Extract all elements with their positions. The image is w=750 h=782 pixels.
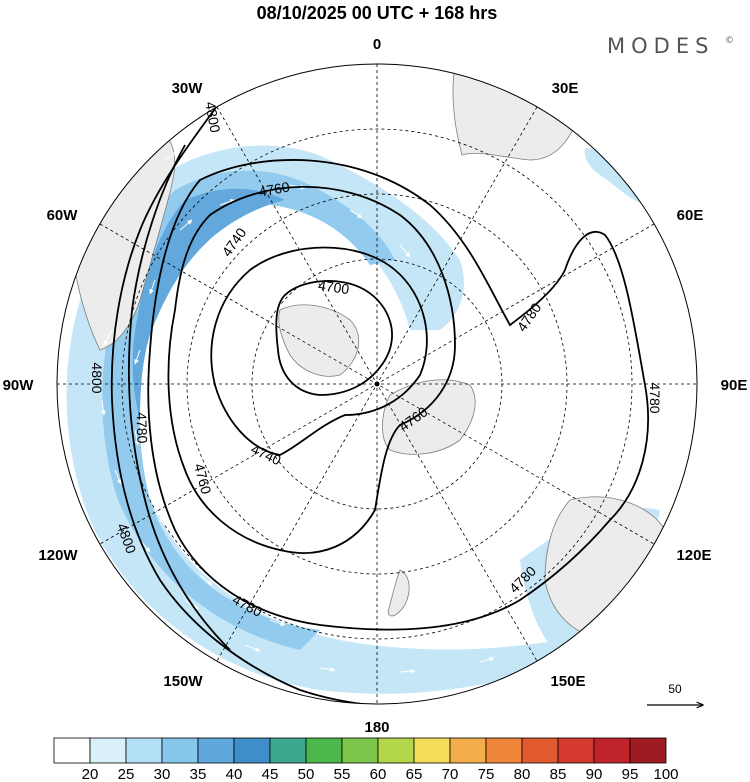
colorbar-tick-label: 50 bbox=[298, 766, 315, 782]
wind-vector bbox=[399, 244, 411, 258]
colorbar-tick-label: 45 bbox=[262, 766, 279, 782]
wind-vector bbox=[103, 329, 113, 346]
map-disk bbox=[57, 64, 697, 704]
colorbar-tick-label: 70 bbox=[442, 766, 459, 782]
wind-vector bbox=[134, 429, 140, 446]
lon-label-30w: 30W bbox=[172, 80, 204, 97]
wind-vector bbox=[349, 209, 363, 219]
colorbar-swatch bbox=[197, 737, 235, 764]
wind-vector bbox=[164, 151, 179, 161]
chart-title: 08/10/2025 00 UTC + 168 hrs bbox=[257, 3, 498, 23]
colorbar-tick-label: 20 bbox=[82, 766, 99, 782]
colorbar-tick-label: 100 bbox=[653, 766, 678, 782]
lon-label-150e: 150E bbox=[550, 673, 585, 690]
contour-label: 4800 bbox=[202, 100, 223, 134]
lon-label-60w: 60W bbox=[47, 207, 79, 224]
wind-vector bbox=[399, 668, 416, 674]
lon-label-90e: 90E bbox=[721, 377, 748, 394]
contour-label: 4760 bbox=[257, 178, 291, 199]
colorbar-tick-label: 65 bbox=[406, 766, 423, 782]
colorbar-swatch bbox=[629, 737, 667, 764]
colorbar-tick-label: 55 bbox=[334, 766, 351, 782]
colorbar-tick-label: 85 bbox=[550, 766, 567, 782]
land-east-antarctica bbox=[382, 379, 476, 455]
brand-logo: MODES bbox=[607, 34, 714, 58]
contour-label: 4780 bbox=[647, 382, 663, 413]
lon-label-150w: 150W bbox=[163, 673, 203, 690]
colorbar: 20 25 30 35 40 45 50 55 60 65 70 75 80 85 90 95 100 bbox=[53, 737, 679, 782]
contour-4800 bbox=[110, 94, 501, 704]
colorbar-tick-label: 80 bbox=[514, 766, 531, 782]
land-australia bbox=[544, 496, 666, 636]
contour-label: 4780 bbox=[133, 412, 150, 444]
colorbar-tick-label: 60 bbox=[370, 766, 387, 782]
lon-label-120e: 120E bbox=[676, 547, 711, 564]
contour-4700 bbox=[275, 280, 393, 396]
wind-vector bbox=[134, 349, 141, 365]
wind-vector bbox=[244, 644, 261, 652]
wind-vector bbox=[179, 219, 193, 231]
colorbar-swatch bbox=[89, 737, 127, 764]
longitude-labels: 0 30E 60E 90E 120E 150E 180 150W 120W 90… bbox=[3, 36, 748, 736]
wind-vector bbox=[114, 469, 122, 485]
land-new-zealand bbox=[387, 569, 410, 617]
contour-label: 4760 bbox=[191, 462, 215, 496]
contour-4800-inner bbox=[127, 144, 231, 651]
map-boundary bbox=[56, 63, 698, 705]
lon-label-120w: 120W bbox=[38, 547, 78, 564]
lat-circle-outer bbox=[121, 128, 633, 640]
lon-label-30e: 30E bbox=[552, 80, 579, 97]
lon-label-180: 180 bbox=[364, 719, 389, 736]
colorbar-swatch bbox=[305, 737, 343, 764]
height-contours bbox=[110, 94, 649, 704]
wind-vector bbox=[479, 656, 495, 663]
colorbar-swatch bbox=[125, 737, 163, 764]
colorbar-tick-label: 95 bbox=[622, 766, 639, 782]
colorbar-swatch bbox=[413, 737, 451, 764]
colorbar-swatch bbox=[593, 737, 631, 764]
wind-vector bbox=[269, 619, 286, 626]
jet-east-patch bbox=[584, 148, 645, 205]
colorbar-swatch bbox=[233, 737, 271, 764]
wind-vector bbox=[199, 247, 209, 261]
wind-vector bbox=[219, 199, 236, 206]
wind-vector bbox=[100, 399, 106, 416]
wind-vector bbox=[199, 574, 213, 586]
lon-label-90w: 90W bbox=[3, 377, 35, 394]
brand-copyright-mark: © bbox=[725, 36, 734, 46]
colorbar-swatch bbox=[53, 737, 91, 764]
colorbar-tick-label: 90 bbox=[586, 766, 603, 782]
lon-label-60e: 60E bbox=[677, 207, 704, 224]
contour-label: 4800 bbox=[89, 362, 105, 393]
colorbar-swatch bbox=[485, 737, 523, 764]
contour-4760 bbox=[167, 185, 456, 554]
reference-vector-label: 50 bbox=[668, 682, 682, 696]
lon-label-0: 0 bbox=[373, 36, 381, 53]
colorbar-swatch bbox=[557, 737, 595, 764]
colorbar-swatch bbox=[269, 737, 307, 764]
wind-vector bbox=[154, 509, 164, 524]
colorbar-swatch bbox=[449, 737, 487, 764]
colorbar-swatch bbox=[161, 737, 199, 764]
colorbar-tick-label: 75 bbox=[478, 766, 495, 782]
colorbar-tick-label: 35 bbox=[190, 766, 207, 782]
colorbar-swatch bbox=[377, 737, 415, 764]
contour-4740 bbox=[210, 246, 428, 456]
colorbar-tick-label: 25 bbox=[118, 766, 135, 782]
land-masses bbox=[74, 65, 666, 636]
jet-outer-band bbox=[66, 145, 561, 694]
colorbar-tick-label: 40 bbox=[226, 766, 243, 782]
wind-vector bbox=[319, 666, 336, 672]
south-pole-marker bbox=[374, 381, 380, 387]
wind-vector bbox=[149, 279, 156, 295]
colorbar-swatch bbox=[521, 737, 559, 764]
contour-label: 4700 bbox=[317, 277, 350, 297]
contour-4780 bbox=[147, 159, 649, 631]
reference-vector: 50 bbox=[647, 682, 703, 705]
land-antarctic-peninsula bbox=[278, 304, 359, 377]
colorbar-swatch bbox=[341, 737, 379, 764]
jet-core-band bbox=[132, 188, 285, 420]
colorbar-tick-label: 30 bbox=[154, 766, 171, 782]
